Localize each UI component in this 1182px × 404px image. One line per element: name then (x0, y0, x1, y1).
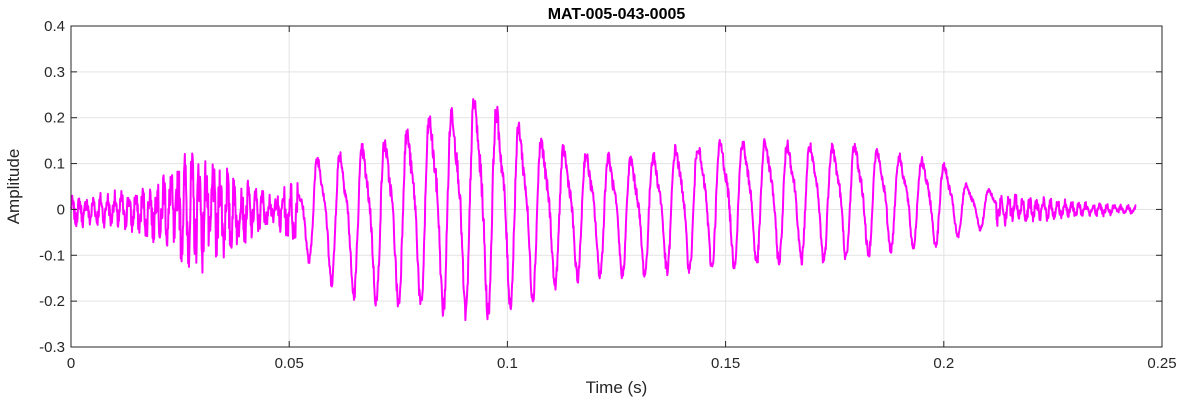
x-axis-label: Time (s) (586, 378, 648, 397)
plot-frame (70, 25, 1163, 348)
x-tick-label: 0.2 (933, 355, 954, 372)
plot-area (71, 26, 1162, 347)
x-tick-labels: 0 0.05 0.1 0.15 0.2 0.25 (67, 355, 1177, 372)
y-tick-label: 0 (57, 201, 65, 218)
y-tick-label: 0.2 (44, 110, 65, 127)
series-layer (70, 98, 1137, 322)
chart-title: MAT-005-043-0005 (548, 6, 686, 23)
y-tick-label: -0.2 (39, 293, 65, 310)
x-tick-label: 0.15 (711, 355, 740, 372)
y-tick-label: -0.1 (39, 247, 65, 264)
waveform-line (70, 98, 1137, 322)
y-tick-label: 0.1 (44, 156, 65, 173)
y-tick-label: 0.4 (44, 18, 65, 35)
x-tick-label: 0.25 (1147, 355, 1176, 372)
y-axis-label: Amplitude (4, 149, 23, 225)
axis-ticks (70, 25, 1163, 348)
x-tick-label: 0.1 (497, 355, 518, 372)
y-tick-labels: -0.3 -0.2 -0.1 0 0.1 0.2 0.3 0.4 (39, 18, 65, 356)
x-tick-label: 0.05 (275, 355, 304, 372)
y-tick-label: -0.3 (39, 339, 65, 356)
x-tick-label: 0 (67, 355, 75, 372)
y-tick-label: 0.3 (44, 64, 65, 81)
